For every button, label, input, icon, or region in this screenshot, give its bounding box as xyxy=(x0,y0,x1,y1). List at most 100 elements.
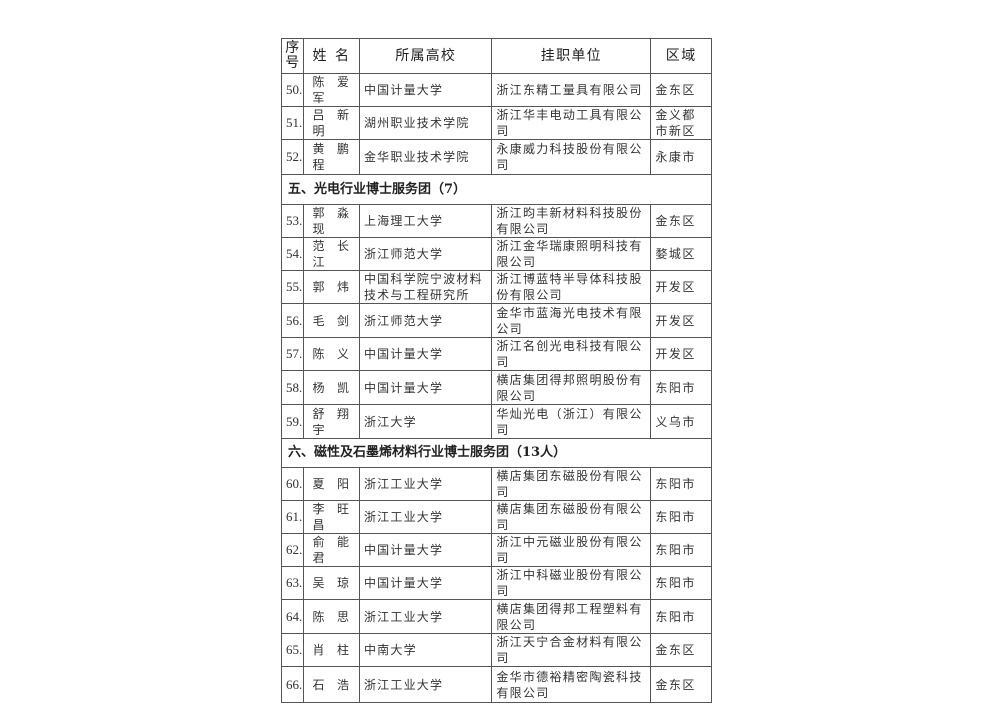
cell-unit: 金华市蓝海光电技术有限公司 xyxy=(491,303,652,338)
cell-area: 东阳市 xyxy=(650,467,712,501)
cell-no: 53. xyxy=(281,204,304,238)
table-row: 56. 毛剑 浙江师范大学 金华市蓝海光电技术有限公司 开发区 xyxy=(281,303,712,338)
header-unit: 挂职单位 xyxy=(491,38,652,74)
cell-school: 浙江工业大学 xyxy=(358,467,493,501)
cell-area: 永康市 xyxy=(650,139,712,175)
cell-name: 吕新明 xyxy=(302,106,360,140)
cell-no: 66. xyxy=(281,666,304,703)
cell-unit: 永康威力科技股份有限公司 xyxy=(491,139,652,175)
table-row: 54. 范长江 浙江师范大学 浙江金华瑞康照明科技有限公司 婺城区 xyxy=(281,237,712,271)
table-header-row: 序号 姓名 所属高校 挂职单位 区域 xyxy=(281,38,712,74)
cell-name: 俞能君 xyxy=(302,533,360,567)
table-row: 63. 吴琼 中国计量大学 浙江中科磁业股份有限公司 东阳市 xyxy=(281,566,712,600)
cell-area: 东阳市 xyxy=(650,533,712,567)
cell-unit: 横店集团东磁股份有限公司 xyxy=(491,500,652,534)
section-title: 五、光电行业博士服务团（7） xyxy=(281,174,712,205)
cell-school: 浙江师范大学 xyxy=(358,237,493,271)
cell-name: 肖柱 xyxy=(302,633,360,667)
cell-unit: 浙江名创光电科技有限公司 xyxy=(491,337,652,371)
cell-no: 51. xyxy=(281,106,304,140)
table-row: 66. 石浩 浙江工业大学 金华市德裕精密陶瓷科技有限公司 金东区 xyxy=(281,666,712,703)
cell-no: 62. xyxy=(281,533,304,567)
cell-school: 浙江大学 xyxy=(358,404,493,439)
cell-no: 52. xyxy=(281,139,304,175)
cell-unit: 浙江昀丰新材料科技股份有限公司 xyxy=(491,204,652,238)
cell-school: 中南大学 xyxy=(358,633,493,667)
cell-school: 中国科学院宁波材料技术与工程研究所 xyxy=(358,270,493,304)
header-school: 所属高校 xyxy=(358,38,493,74)
cell-area: 金东区 xyxy=(650,73,712,107)
cell-no: 61. xyxy=(281,500,304,534)
cell-no: 57. xyxy=(281,337,304,371)
cell-unit: 浙江华丰电动工具有限公司 xyxy=(491,106,652,140)
section-row: 六、磁性及石墨烯材料行业博士服务团（13人） xyxy=(281,438,712,468)
cell-name: 吴琼 xyxy=(302,566,360,600)
cell-no: 55. xyxy=(281,270,304,304)
header-area: 区域 xyxy=(650,38,712,74)
table-row: 64. 陈思 浙江工业大学 横店集团得邦工程塑料有限公司 东阳市 xyxy=(281,599,712,634)
cell-school: 中国计量大学 xyxy=(358,73,493,107)
table-row: 59. 舒翔宇 浙江大学 华灿光电（浙江）有限公司 义乌市 xyxy=(281,404,712,439)
cell-name: 陈爱军 xyxy=(302,73,360,107)
cell-no: 59. xyxy=(281,404,304,439)
cell-school: 中国计量大学 xyxy=(358,533,493,567)
cell-unit: 浙江博蓝特半导体科技股份有限公司 xyxy=(491,270,652,304)
cell-area: 开发区 xyxy=(650,337,712,371)
cell-unit: 浙江天宁合金材料有限公司 xyxy=(491,633,652,667)
header-name: 姓名 xyxy=(302,38,360,74)
table-row: 57. 陈义 中国计量大学 浙江名创光电科技有限公司 开发区 xyxy=(281,337,712,371)
cell-name: 毛剑 xyxy=(302,303,360,338)
cell-no: 60. xyxy=(281,467,304,501)
cell-name: 郭淼现 xyxy=(302,204,360,238)
cell-area: 义乌市 xyxy=(650,404,712,439)
cell-area: 金义都市新区 xyxy=(650,106,712,140)
cell-area: 金东区 xyxy=(650,204,712,238)
cell-unit: 横店集团得邦工程塑料有限公司 xyxy=(491,599,652,634)
cell-school: 金华职业技术学院 xyxy=(358,139,493,175)
cell-area: 东阳市 xyxy=(650,599,712,634)
cell-name: 陈义 xyxy=(302,337,360,371)
table-row: 61. 李旺昌 浙江工业大学 横店集团东磁股份有限公司 东阳市 xyxy=(281,500,712,534)
cell-name: 杨凯 xyxy=(302,370,360,405)
cell-name: 李旺昌 xyxy=(302,500,360,534)
cell-no: 65. xyxy=(281,633,304,667)
table-row: 60. 夏阳 浙江工业大学 横店集团东磁股份有限公司 东阳市 xyxy=(281,467,712,501)
cell-area: 金东区 xyxy=(650,666,712,703)
cell-school: 上海理工大学 xyxy=(358,204,493,238)
cell-name: 郭炜 xyxy=(302,270,360,304)
cell-school: 中国计量大学 xyxy=(358,337,493,371)
cell-area: 东阳市 xyxy=(650,566,712,600)
cell-area: 东阳市 xyxy=(650,370,712,405)
table-row: 62. 俞能君 中国计量大学 浙江中元磁业股份有限公司 东阳市 xyxy=(281,533,712,567)
cell-school: 浙江师范大学 xyxy=(358,303,493,338)
cell-school: 中国计量大学 xyxy=(358,370,493,405)
cell-unit: 浙江中科磁业股份有限公司 xyxy=(491,566,652,600)
cell-name: 舒翔宇 xyxy=(302,404,360,439)
cell-unit: 浙江东精工量具有限公司 xyxy=(491,73,652,107)
table-body: 50. 陈爱军 中国计量大学 浙江东精工量具有限公司 金东区 51. 吕新明 湖州职业技术学院… xyxy=(281,73,712,703)
table-row: 58. 杨凯 中国计量大学 横店集团得邦照明股份有限公司 东阳市 xyxy=(281,370,712,405)
cell-unit: 金华市德裕精密陶瓷科技有限公司 xyxy=(491,666,652,703)
cell-unit: 浙江中元磁业股份有限公司 xyxy=(491,533,652,567)
cell-unit: 华灿光电（浙江）有限公司 xyxy=(491,404,652,439)
cell-school: 中国计量大学 xyxy=(358,566,493,600)
cell-no: 54. xyxy=(281,237,304,271)
cell-area: 金东区 xyxy=(650,633,712,667)
cell-unit: 横店集团东磁股份有限公司 xyxy=(491,467,652,501)
cell-no: 50. xyxy=(281,73,304,107)
cell-name: 陈思 xyxy=(302,599,360,634)
cell-school: 浙江工业大学 xyxy=(358,599,493,634)
cell-name: 石浩 xyxy=(302,666,360,703)
cell-area: 婺城区 xyxy=(650,237,712,271)
section-row: 五、光电行业博士服务团（7） xyxy=(281,174,712,205)
cell-no: 56. xyxy=(281,303,304,338)
cell-school: 湖州职业技术学院 xyxy=(358,106,493,140)
table-row: 51. 吕新明 湖州职业技术学院 浙江华丰电动工具有限公司 金义都市新区 xyxy=(281,106,712,140)
cell-no: 63. xyxy=(281,566,304,600)
table-row: 53. 郭淼现 上海理工大学 浙江昀丰新材料科技股份有限公司 金东区 xyxy=(281,204,712,238)
personnel-table: 序号 姓名 所属高校 挂职单位 区域 50. 陈爱军 中国计量大学 浙江东精工量具有限… xyxy=(281,38,712,703)
cell-unit: 浙江金华瑞康照明科技有限公司 xyxy=(491,237,652,271)
table-row: 50. 陈爱军 中国计量大学 浙江东精工量具有限公司 金东区 xyxy=(281,73,712,107)
cell-area: 东阳市 xyxy=(650,500,712,534)
cell-school: 浙江工业大学 xyxy=(358,500,493,534)
